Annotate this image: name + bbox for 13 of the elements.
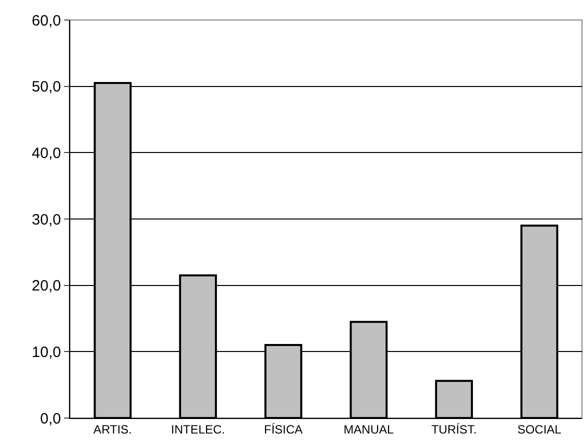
y-tick-label: 10,0: [32, 344, 61, 361]
x-tick-label: INTELEC.: [170, 422, 226, 436]
x-tick-label: FÍSICA: [264, 422, 303, 436]
y-tick-label: 40,0: [32, 144, 61, 162]
x-tick-label: TURÍST.: [431, 422, 477, 436]
y-tick-label: 30,0: [32, 211, 61, 228]
x-tick-label: ARTIS.: [93, 422, 132, 436]
x-tick-label: MANUAL: [344, 422, 394, 436]
y-tick-label: 20,0: [32, 278, 61, 295]
y-tick-label: 50,0: [32, 78, 61, 96]
y-tick-label: 60,0: [32, 12, 61, 30]
x-tick-label: SOCIAL: [517, 422, 562, 436]
y-tick-label: 0,0: [40, 410, 61, 428]
